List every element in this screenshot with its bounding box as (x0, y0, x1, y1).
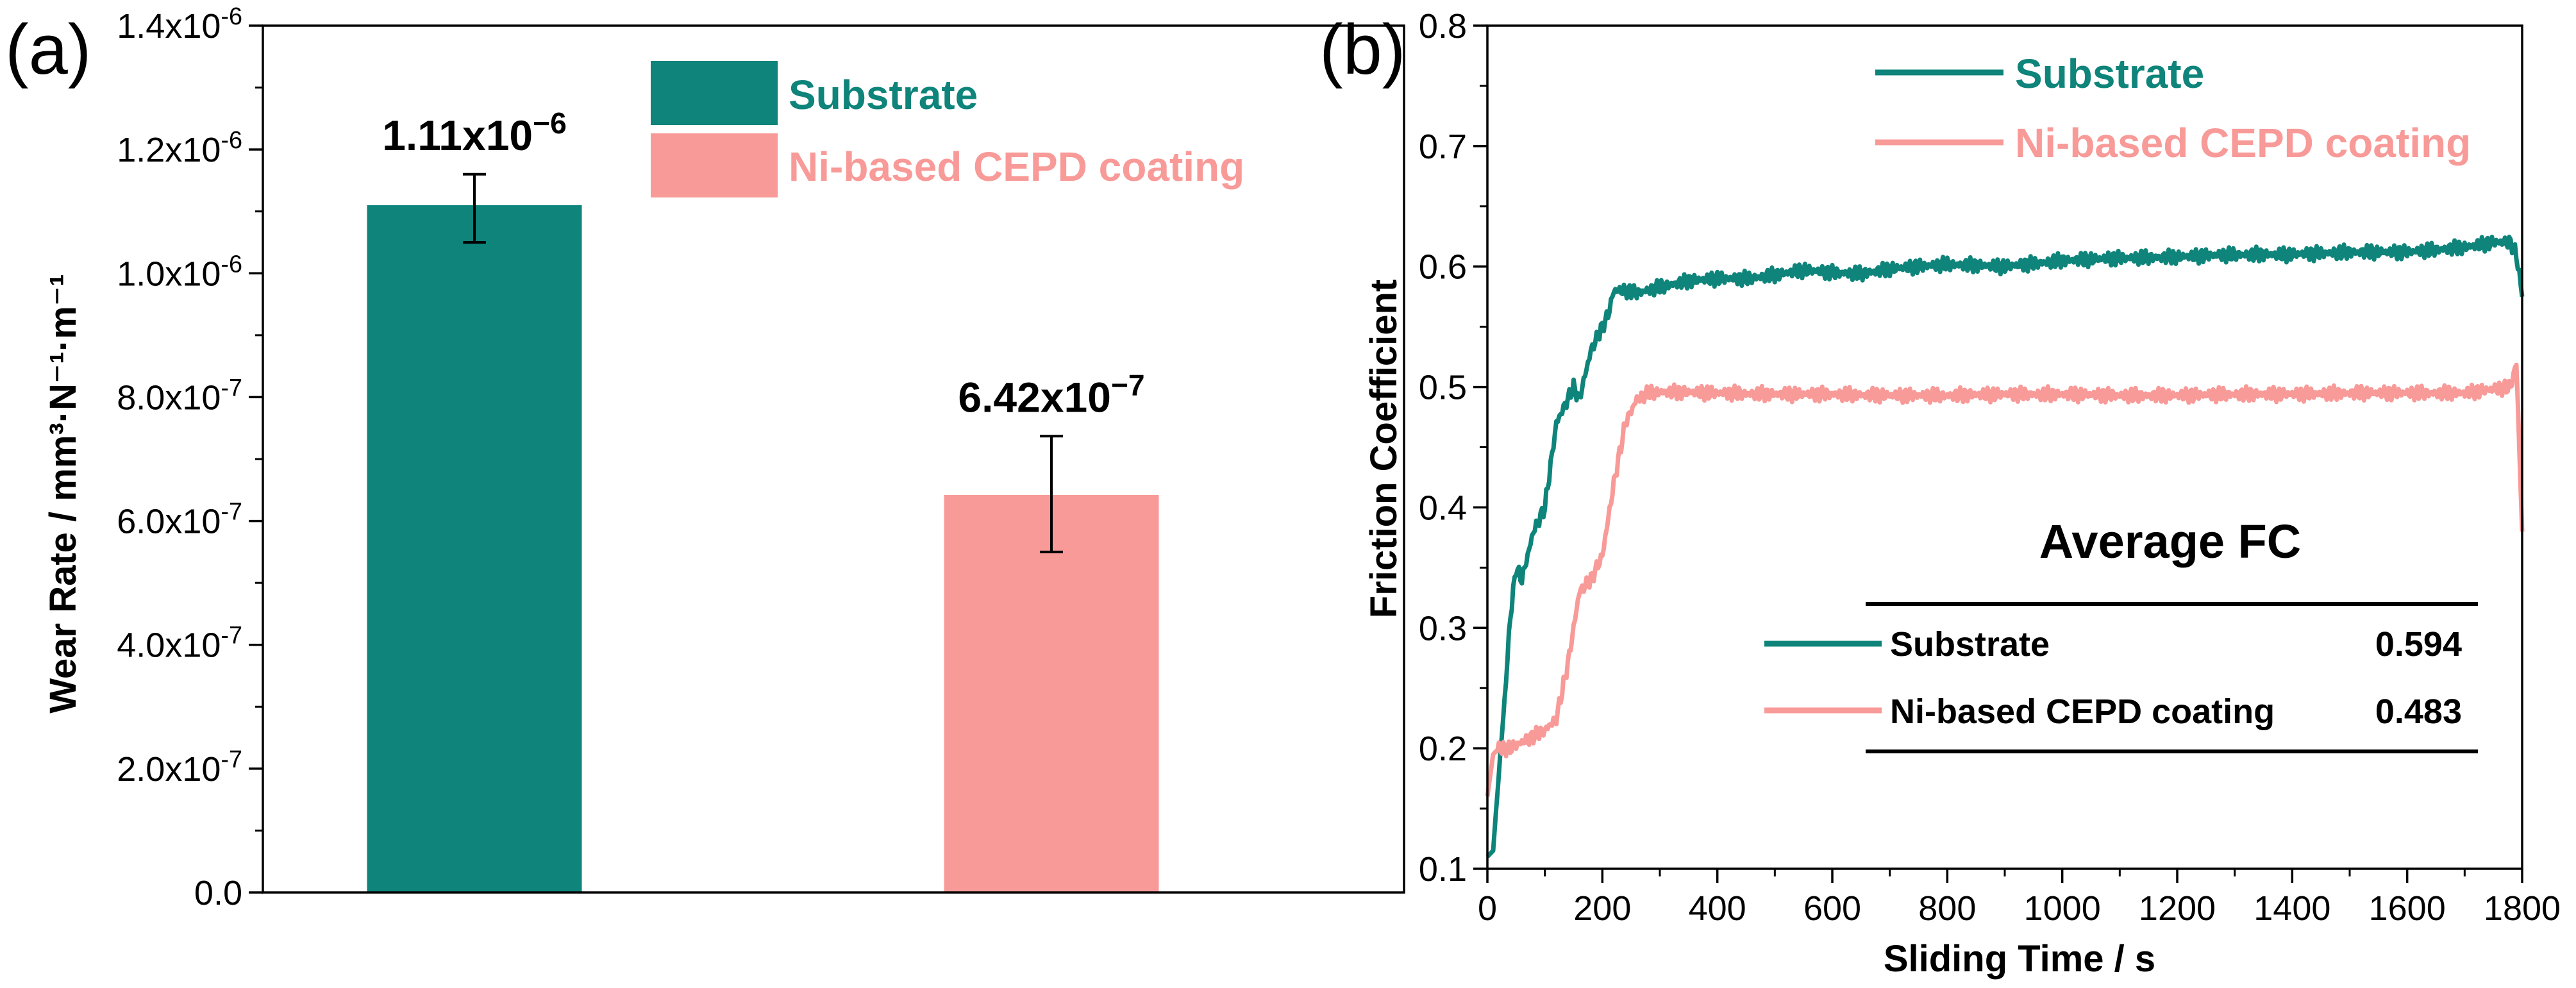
panel-b: (b) Friction Coefficient Sliding Time / … (1319, 7, 2561, 980)
legend-label-coating: Ni-based CEPD coating (789, 144, 1244, 190)
panel-a-y-axis-title: Wear Rate / mm³·N⁻¹·m⁻¹ (42, 274, 84, 713)
series-line-substrate (1485, 235, 2525, 858)
panel-b-legend: Substrate Ni-based CEPD coating (1875, 51, 2471, 166)
x-tick-label-7: 1400 (2254, 889, 2330, 928)
x-tick-label-9: 1800 (2484, 889, 2561, 928)
x-tick-label-8: 1600 (2369, 889, 2446, 928)
x-tick-label-5: 1000 (2024, 889, 2101, 928)
table-name-substrate: Substrate (1890, 625, 2050, 664)
y-tick-label-6: 0.7 (1419, 128, 1467, 166)
y-tick-label-2: 4.0x10-7 (117, 623, 242, 665)
panel-a-error-bars (463, 172, 1063, 553)
bar-coating (944, 495, 1159, 892)
table-value-coating: 0.483 (2375, 692, 2462, 731)
y-tick-label-1: 2.0x10-7 (117, 746, 242, 789)
y-tick-label-6: 1.2x10-6 (117, 127, 242, 169)
average-fc-table: Average FC Substrate 0.594 Ni-based CEPD… (1764, 515, 2478, 753)
legend-label-substrate: Substrate (789, 72, 978, 118)
panel-a-legend: Substrate Ni-based CEPD coating (651, 61, 1244, 197)
y-tick-label-3: 0.4 (1419, 489, 1467, 527)
panel-a: (a) Wear Rate / mm³·N⁻¹·m⁻¹ 0.0 2.0x10-7 4… (5, 3, 1405, 912)
panel-a-bars (367, 205, 1159, 892)
y-tick-label-2: 0.3 (1419, 609, 1467, 648)
y-tick-label-7: 0.8 (1419, 7, 1467, 46)
panel-a-label: (a) (5, 10, 91, 89)
series-line-coating (1485, 362, 2525, 797)
panel-b-y-axis-title: Friction Coefficient (1363, 280, 1405, 618)
x-tick-label-1: 200 (1573, 889, 1631, 928)
x-tick-label-6: 1200 (2139, 889, 2216, 928)
panel-a-y-ticks: 0.0 2.0x10-7 4.0x10-7 6.0x10-7 8.0x10-7 1.0x1… (117, 3, 263, 912)
panel-a-value-labels: 1.11x10−6 6.42x10−7 (382, 106, 1144, 421)
value-label-1: 6.42x10−7 (958, 368, 1144, 421)
y-tick-label-4: 0.5 (1419, 369, 1467, 407)
y-tick-label-5: 0.6 (1419, 248, 1467, 287)
legend-label-coating: Ni-based CEPD coating (2015, 120, 2471, 166)
panel-a-plot-frame (262, 24, 1405, 894)
y-tick-label-0: 0.1 (1419, 850, 1467, 889)
panel-b-plot-frame (1486, 24, 2523, 870)
x-tick-label-2: 400 (1689, 889, 1746, 928)
bar-substrate (367, 205, 582, 892)
panel-b-series (1485, 235, 2525, 858)
average-fc-title: Average FC (2039, 515, 2302, 568)
y-tick-label-3: 6.0x10-7 (117, 499, 242, 541)
x-tick-label-0: 0 (1478, 889, 1497, 928)
table-name-coating: Ni-based CEPD coating (1890, 692, 2275, 731)
table-value-substrate: 0.594 (2375, 625, 2462, 664)
y-tick-label-4: 8.0x10-7 (117, 374, 242, 417)
y-tick-label-5: 1.0x10-6 (117, 251, 242, 293)
legend-label-substrate: Substrate (2015, 51, 2204, 97)
x-tick-label-3: 600 (1803, 889, 1861, 928)
panel-b-x-axis-title: Sliding Time / s (1884, 938, 2155, 980)
x-tick-label-4: 800 (1918, 889, 1976, 928)
legend-swatch-substrate (651, 61, 778, 125)
y-tick-label-0: 0.0 (194, 874, 242, 912)
panel-b-ticks: 0 200 400 600 800 1000 1200 1400 1600 1800 0.1 0.2 0… (1419, 7, 2561, 928)
legend-swatch-coating (651, 133, 778, 197)
value-label-0: 1.11x10−6 (382, 106, 567, 159)
panel-b-label: (b) (1319, 10, 1405, 89)
y-tick-label-7: 1.4x10-6 (117, 3, 242, 46)
y-tick-label-1: 0.2 (1419, 730, 1467, 768)
